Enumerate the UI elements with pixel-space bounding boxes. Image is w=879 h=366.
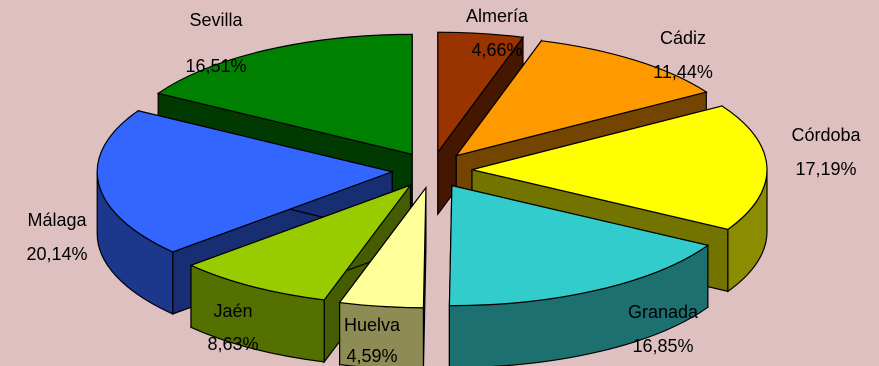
label-cordoba-name: Córdoba — [791, 125, 861, 145]
label-almeria-value: 4,66% — [471, 40, 522, 60]
slice-cordoba-top — [471, 105, 768, 230]
labels-group: Almería 4,66% Cádiz 11,44% Córdoba 17,19% Gran… — [26, 6, 861, 366]
label-cordoba-value: 17,19% — [795, 159, 856, 179]
label-granada-name: Granada — [628, 302, 699, 322]
label-malaga-name: Málaga — [27, 210, 87, 230]
label-jaen-name: Jaén — [213, 301, 252, 321]
slice-jaen-top — [189, 183, 413, 301]
slice-sevilla-top — [156, 33, 413, 156]
slice-malaga-top — [96, 110, 395, 253]
slice-cadiz-top — [454, 40, 708, 157]
label-sevilla-name: Sevilla — [189, 10, 243, 30]
label-sevilla-value: 16,51% — [185, 56, 246, 76]
label-huelva-name: Huelva — [344, 315, 401, 335]
slices-group — [96, 31, 768, 366]
label-cadiz-name: Cádiz — [660, 28, 706, 48]
slice-granada-top — [448, 184, 710, 307]
label-huelva-value: 4,59% — [346, 346, 397, 366]
slice-huelva — [338, 185, 427, 366]
label-cadiz-value: 11,44% — [653, 62, 713, 82]
label-almeria-name: Almería — [466, 6, 529, 26]
slice-huelva-top — [338, 185, 427, 309]
label-jaen-value: 8,63% — [207, 334, 258, 354]
label-malaga-value: 20,14% — [26, 244, 87, 264]
slice-granada — [448, 184, 710, 366]
label-granada-value: 16,85% — [632, 336, 693, 356]
slice-almeria-top — [437, 31, 525, 155]
